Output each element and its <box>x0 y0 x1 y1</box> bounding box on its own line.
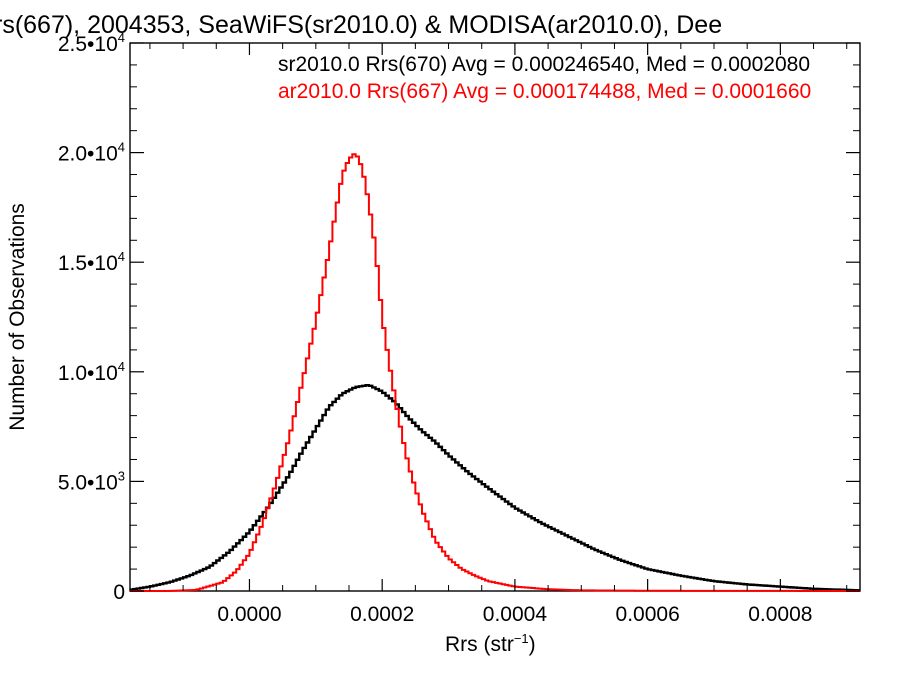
series-layer <box>130 153 860 592</box>
annotation-sr2010-stats: sr2010.0 Rrs(670) Avg = 0.000246540, Med… <box>278 53 810 76</box>
y-tick-label: 2.0•104 <box>58 140 125 166</box>
annotation-layer: sr2010.0 Rrs(670) Avg = 0.000246540, Med… <box>278 53 811 103</box>
y-tick-label: 1.0•104 <box>58 359 125 385</box>
y-tick-label: 0 <box>113 581 125 604</box>
x-tick-label: 0.0002 <box>350 603 414 626</box>
annotation-ar2010-stats: ar2010.0 Rrs(667) Avg = 0.000174488, Med… <box>278 80 811 103</box>
x-tick-label: 0.0000 <box>217 603 281 626</box>
x-tick-label: 0.0008 <box>748 603 812 626</box>
y-axis-label: Number of Observations <box>6 203 29 431</box>
y-tick-label: 2.5•104 <box>58 30 125 56</box>
x-tick-label: 0.0006 <box>616 603 680 626</box>
x-axis-label-superscript: −1 <box>514 631 529 646</box>
x-tick-label: 0.0004 <box>483 603 548 626</box>
plot-frame <box>129 42 861 592</box>
y-tick-label: 5.0•103 <box>58 468 125 494</box>
series-ar2010-line <box>130 153 860 592</box>
ticks-layer: 0.0000 0.0002 0.0004 0.0006 0.0008 0 5.0•103 1.… <box>58 30 860 626</box>
chart-title: rs(667), 2004353, SeaWiFS(sr2010.0) & MO… <box>0 11 722 39</box>
series-sr2010-line <box>130 384 860 592</box>
x-axis-label: Rrs (str−1) <box>445 631 536 656</box>
y-tick-label: 1.5•104 <box>58 249 125 275</box>
